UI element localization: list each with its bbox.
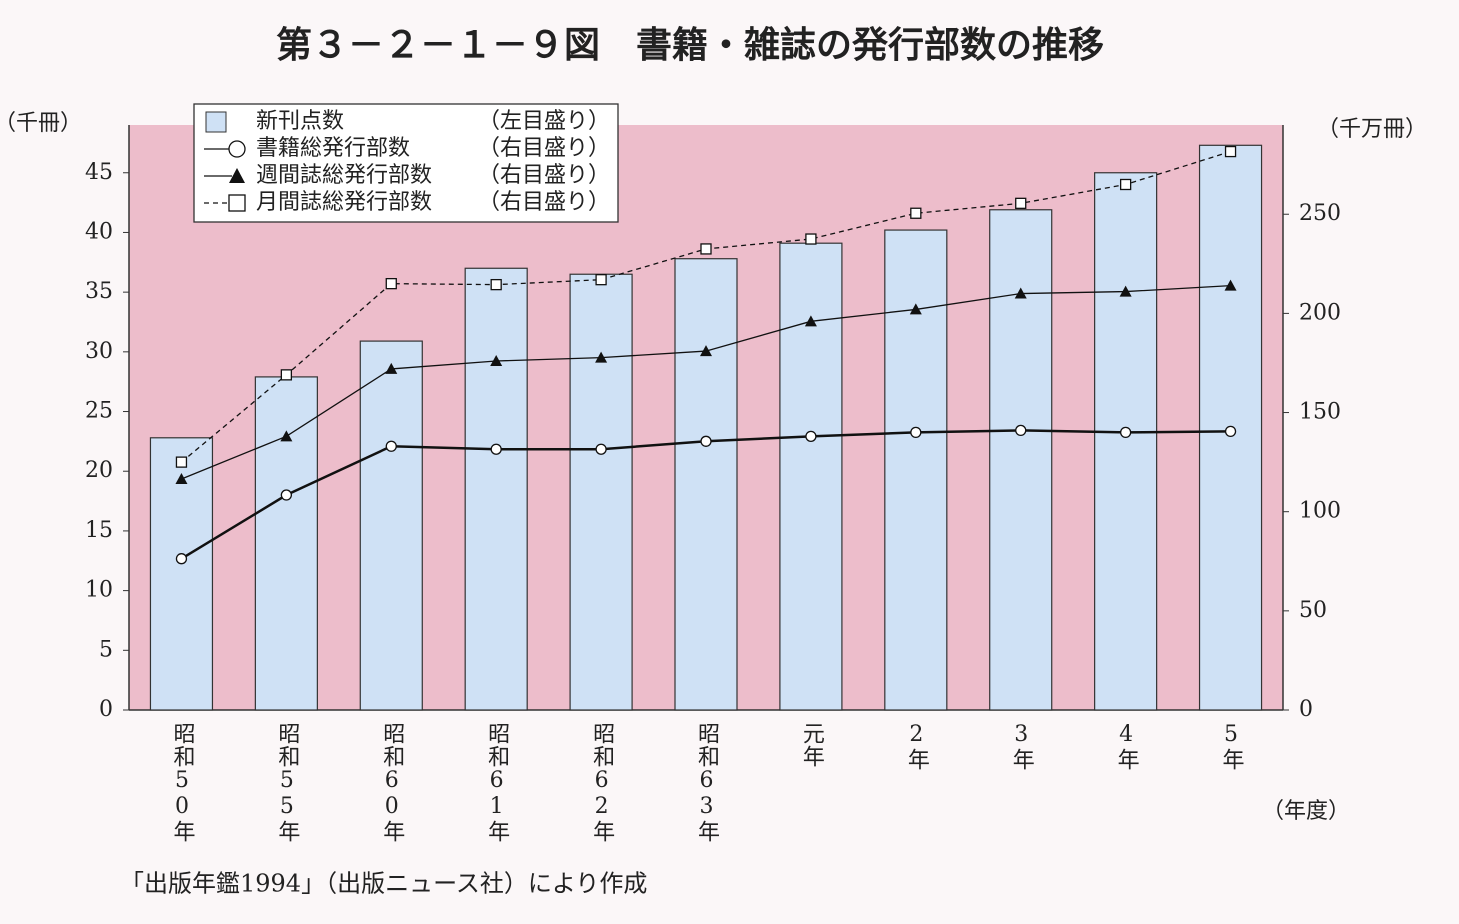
legend-marker <box>229 168 245 183</box>
bar <box>1094 172 1158 711</box>
point <box>1015 424 1027 437</box>
point <box>175 456 188 468</box>
point <box>1224 425 1237 438</box>
legend-label: 週間誌総発行部数 <box>256 163 432 188</box>
legend-label: 新刊点数 <box>256 109 344 134</box>
x-unit: （年度） <box>1262 799 1350 824</box>
point <box>910 207 922 219</box>
point <box>280 369 293 381</box>
y-tick-label: 10 <box>85 578 113 603</box>
point <box>910 426 922 439</box>
point <box>490 443 502 455</box>
point <box>175 553 188 565</box>
y2-tick-label: 50 <box>1299 598 1327 623</box>
point <box>385 362 398 374</box>
bar <box>569 273 633 711</box>
bar <box>884 229 948 711</box>
x-tick-label: 5年 <box>1218 722 1244 771</box>
y2-tick-label: 200 <box>1299 300 1341 325</box>
source: 「出版年鑑1994」（出版ニュース社）により作成 <box>120 870 647 898</box>
y2-tick-label: 100 <box>1299 499 1341 524</box>
point <box>700 345 712 357</box>
point <box>1119 285 1132 297</box>
legend-scale: （右目盛り） <box>478 136 610 161</box>
x-tick-label: 昭和63年 <box>694 722 719 843</box>
bar <box>989 209 1053 711</box>
point <box>490 278 502 291</box>
y-tick-label: 45 <box>85 160 113 185</box>
bar <box>779 242 843 711</box>
x-tick-label: 昭和60年 <box>379 722 405 843</box>
x-tick-label: 4年 <box>1113 722 1139 771</box>
y-tick-label: 0 <box>99 697 113 722</box>
point <box>1015 197 1027 209</box>
y-tick-label: 5 <box>99 637 113 662</box>
y-tick-label: 15 <box>85 518 113 543</box>
y2-tick-label: 250 <box>1299 201 1341 226</box>
x-tick-label: 昭和55年 <box>274 722 300 843</box>
bar <box>464 267 528 711</box>
point <box>1224 145 1237 158</box>
point <box>700 243 712 255</box>
y-tick-label: 20 <box>85 458 113 483</box>
point <box>1014 287 1027 299</box>
point <box>805 430 817 442</box>
point <box>175 472 188 484</box>
point <box>595 274 607 286</box>
bar <box>359 340 423 711</box>
legend-marker <box>228 194 246 212</box>
legend-label: 月間誌総発行部数 <box>256 190 432 215</box>
point <box>1119 426 1132 439</box>
x-tick-label: 昭和61年 <box>484 722 510 843</box>
point <box>804 315 817 327</box>
y2-tick-label: 150 <box>1299 400 1341 425</box>
chart-title: 第３－２－１－９図 書籍・雑誌の発行部数の推移 <box>276 24 1104 66</box>
x-tick-label: 元年 <box>798 722 824 768</box>
x-tick-label: 昭和62年 <box>589 722 615 843</box>
x-tick-label: 昭和50年 <box>169 722 195 843</box>
bar <box>1198 144 1263 711</box>
legend-marker <box>228 140 246 158</box>
point <box>280 489 293 501</box>
point <box>595 351 608 363</box>
point <box>385 440 397 452</box>
bar <box>254 376 318 711</box>
point <box>805 233 817 245</box>
legend-scale: （左目盛り） <box>478 109 610 134</box>
y-unit: （千冊） <box>0 111 82 136</box>
y2-tick-label: 0 <box>1299 697 1313 722</box>
y-tick-label: 25 <box>85 399 113 424</box>
bar <box>674 258 738 711</box>
x-tick-label: 2年 <box>903 722 929 771</box>
y2-unit: （千万冊） <box>1317 117 1427 142</box>
legend-label: 書籍総発行部数 <box>256 136 410 161</box>
legend-swatch <box>205 111 227 133</box>
point <box>700 435 712 447</box>
legend-scale: （右目盛り） <box>478 190 610 215</box>
legend-box <box>193 103 619 223</box>
point <box>1224 279 1237 291</box>
y-tick-label: 40 <box>85 219 113 244</box>
x-tick-label: 3年 <box>1008 722 1034 771</box>
point <box>280 430 293 442</box>
point <box>595 443 607 455</box>
y-tick-label: 30 <box>85 339 113 364</box>
point <box>385 277 397 290</box>
point <box>909 303 922 315</box>
y-tick-label: 35 <box>85 279 113 304</box>
point <box>1119 178 1132 191</box>
legend-scale: （右目盛り） <box>478 163 610 188</box>
point <box>490 354 503 366</box>
